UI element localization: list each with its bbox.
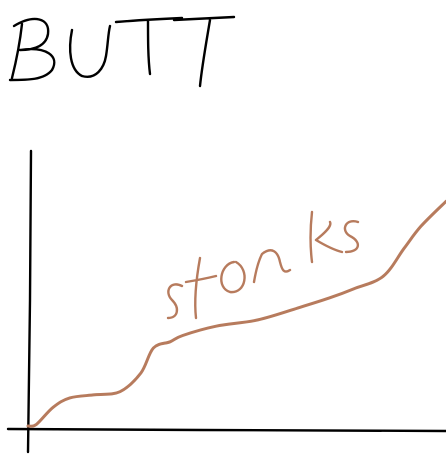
series-line-stonks	[26, 199, 446, 428]
series-label-letter-o	[220, 260, 246, 294]
series-label-letter-t	[184, 256, 218, 320]
axes	[6, 149, 446, 454]
series-label-letter-n	[252, 249, 292, 284]
title-letter-u	[68, 24, 112, 78]
y-axis	[26, 149, 33, 454]
series-label-letter-s2	[343, 220, 360, 254]
title-letter-b	[8, 17, 56, 82]
x-axis	[6, 427, 446, 433]
chart-title	[8, 15, 236, 88]
series-label-letter-s	[166, 283, 184, 320]
title-letter-t-2	[172, 15, 236, 88]
series-label-stonks	[166, 210, 360, 320]
series-label-letter-k	[309, 210, 344, 264]
title-letter-t-1	[114, 16, 184, 76]
